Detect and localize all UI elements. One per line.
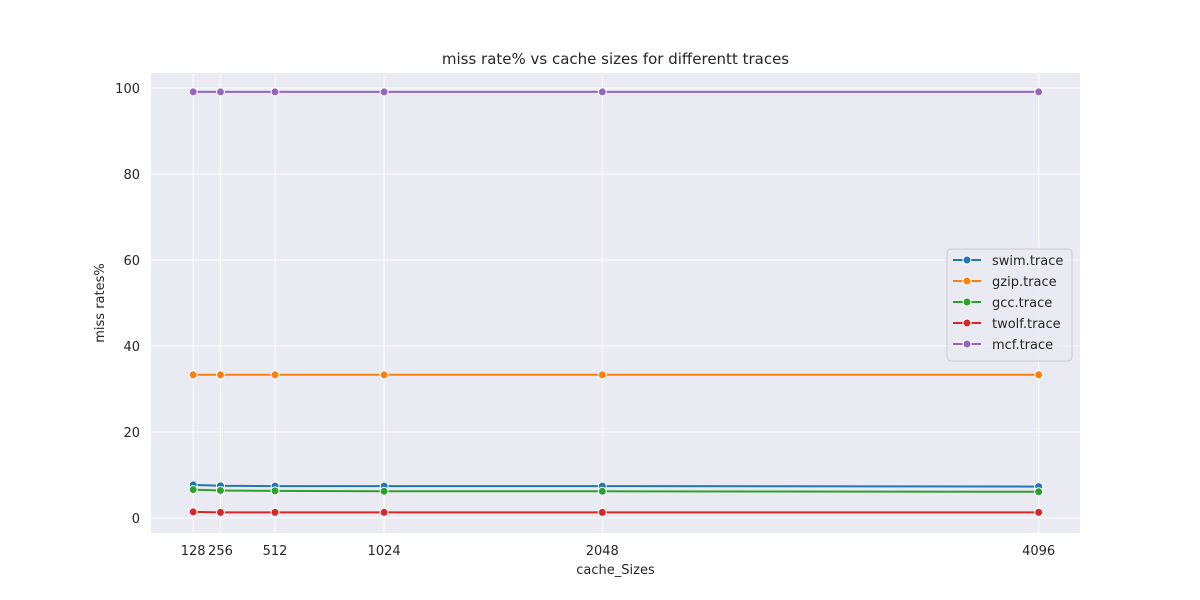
legend-label: gcc.trace: [992, 296, 1052, 311]
series-line-swim-trace: [193, 483, 1039, 488]
tick-labels: 0 20 40 60 80 100 128 256 512 1024 2048 4096: [115, 82, 1055, 559]
data-point: [379, 507, 389, 517]
data-point: [1034, 487, 1044, 497]
x-tick-label: 2048: [586, 544, 619, 559]
data-point: [597, 370, 607, 380]
data-point: [188, 87, 198, 97]
y-tick-label: 0: [132, 512, 140, 527]
data-point: [270, 486, 280, 496]
data-point: [597, 486, 607, 496]
series-lines: [188, 87, 1044, 517]
x-tick-label: 512: [263, 544, 288, 559]
data-point: [270, 87, 280, 97]
y-tick-label: 20: [123, 426, 140, 441]
data-point: [1034, 87, 1044, 97]
y-tick-label: 60: [123, 254, 140, 269]
grid: [151, 73, 1080, 533]
data-point: [215, 87, 225, 97]
y-axis-label: miss rates%: [93, 263, 108, 343]
legend-marker: [962, 318, 972, 328]
x-tick-label: 4096: [1022, 544, 1055, 559]
data-point: [215, 507, 225, 517]
series-line-gcc-trace: [193, 488, 1039, 493]
data-point: [270, 370, 280, 380]
chart-title: miss rate% vs cache sizes for differentt…: [442, 50, 789, 68]
data-point: [597, 87, 607, 97]
y-tick-label: 40: [123, 340, 140, 355]
legend-label: swim.trace: [992, 254, 1063, 269]
data-point: [270, 507, 280, 517]
data-point: [379, 486, 389, 496]
x-tick-label: 128: [181, 544, 206, 559]
legend-marker: [962, 276, 972, 286]
data-point: [379, 87, 389, 97]
legend-label: gzip.trace: [992, 275, 1057, 290]
y-tick-label: 80: [123, 168, 140, 183]
legend: swim.trace gzip.trace gcc.trace twolf.trace…: [946, 248, 1073, 362]
legend-marker: [962, 297, 972, 307]
legend-label: twolf.trace: [992, 317, 1061, 332]
x-tick-label: 1024: [368, 544, 401, 559]
data-point: [215, 370, 225, 380]
legend-label: mcf.trace: [992, 338, 1053, 353]
data-point: [188, 507, 198, 517]
data-point: [1034, 370, 1044, 380]
legend-marker: [962, 255, 972, 265]
data-point: [188, 485, 198, 495]
legend-marker: [962, 339, 972, 349]
x-tick-label: 256: [208, 544, 233, 559]
data-point: [597, 507, 607, 517]
data-point: [188, 370, 198, 380]
data-point: [379, 370, 389, 380]
data-point: [215, 485, 225, 495]
y-tick-label: 100: [115, 82, 140, 97]
x-axis-label: cache_Sizes: [576, 563, 655, 578]
plot-area: [151, 73, 1080, 533]
legend-box: [946, 248, 1073, 362]
data-point: [1034, 507, 1044, 517]
